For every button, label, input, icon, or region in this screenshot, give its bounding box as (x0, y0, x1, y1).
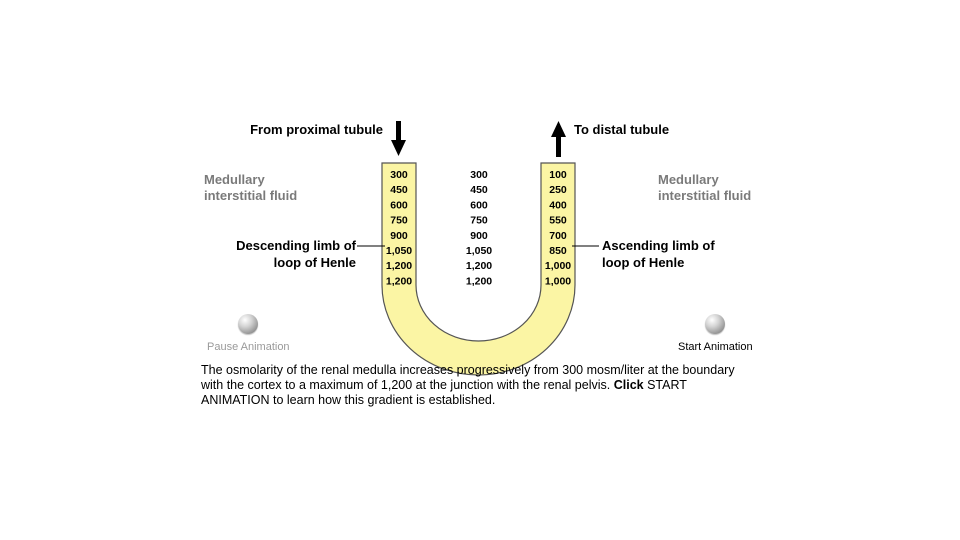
ascending-value: 1,000 (545, 260, 571, 272)
down-arrow-icon (391, 121, 406, 156)
ascending-value: 700 (549, 230, 567, 242)
descending-value: 1,200 (386, 275, 412, 287)
pause-animation-label[interactable]: Pause Animation (207, 341, 290, 353)
left-fluid-label-line2: interstitial fluid (204, 188, 297, 203)
right-fluid-label-line2: interstitial fluid (658, 188, 751, 203)
interstitial-value: 300 (470, 169, 488, 181)
ascending-value: 850 (549, 245, 567, 257)
descending-value: 300 (390, 169, 408, 181)
up-arrow-icon (551, 121, 566, 157)
interstitial-value: 1,200 (466, 275, 492, 287)
ascending-value: 550 (549, 215, 567, 227)
start-animation-label[interactable]: Start Animation (678, 341, 753, 353)
ascending-label-line1: Ascending limb of (602, 238, 715, 253)
interstitial-value: 1,050 (466, 245, 492, 257)
caption-tail: START ANIMATION to learn how this gradie… (201, 378, 687, 407)
descending-value: 450 (390, 184, 408, 196)
interstitial-value: 900 (470, 230, 488, 242)
ascending-value: 100 (549, 169, 567, 181)
ascending-label-line2: loop of Henle (602, 255, 684, 270)
ascending-value: 250 (549, 184, 567, 196)
descending-value: 1,050 (386, 245, 412, 257)
interstitial-values: 300 450 600 750 900 1,050 1,200 1,200 (466, 169, 492, 287)
start-animation-button[interactable]: Start Animation (678, 314, 753, 353)
interstitial-value: 450 (470, 184, 488, 196)
left-fluid-label-line1: Medullary (204, 172, 265, 187)
descending-limb-values: 300 450 600 750 900 1,050 1,200 1,200 (386, 169, 412, 287)
to-distal-label: To distal tubule (574, 122, 669, 137)
start-button-ball-icon[interactable] (705, 314, 726, 334)
ascending-value: 1,000 (545, 275, 571, 287)
interstitial-value: 750 (470, 215, 488, 227)
descending-label-line1: Descending limb of (236, 238, 357, 253)
ascending-limb-values: 100 250 400 550 700 850 1,000 1,000 (545, 169, 571, 287)
caption-bold-click: Click (613, 378, 644, 392)
descending-value: 900 (390, 230, 408, 242)
right-fluid-label-line1: Medullary (658, 172, 719, 187)
interstitial-value: 1,200 (466, 260, 492, 272)
descending-value: 600 (390, 199, 408, 211)
descending-label-line2: loop of Henle (274, 255, 356, 270)
pause-animation-button[interactable]: Pause Animation (207, 314, 290, 353)
descending-value: 750 (390, 215, 408, 227)
ascending-value: 400 (549, 199, 567, 211)
loop-of-henle-tube (381, 162, 576, 376)
pause-button-ball-icon[interactable] (238, 314, 259, 334)
descending-value: 1,200 (386, 260, 412, 272)
caption-text: The osmolarity of the renal medulla incr… (201, 363, 735, 392)
from-proximal-label: From proximal tubule (250, 122, 383, 137)
description-caption: The osmolarity of the renal medulla incr… (201, 363, 741, 408)
interstitial-value: 600 (470, 199, 488, 211)
